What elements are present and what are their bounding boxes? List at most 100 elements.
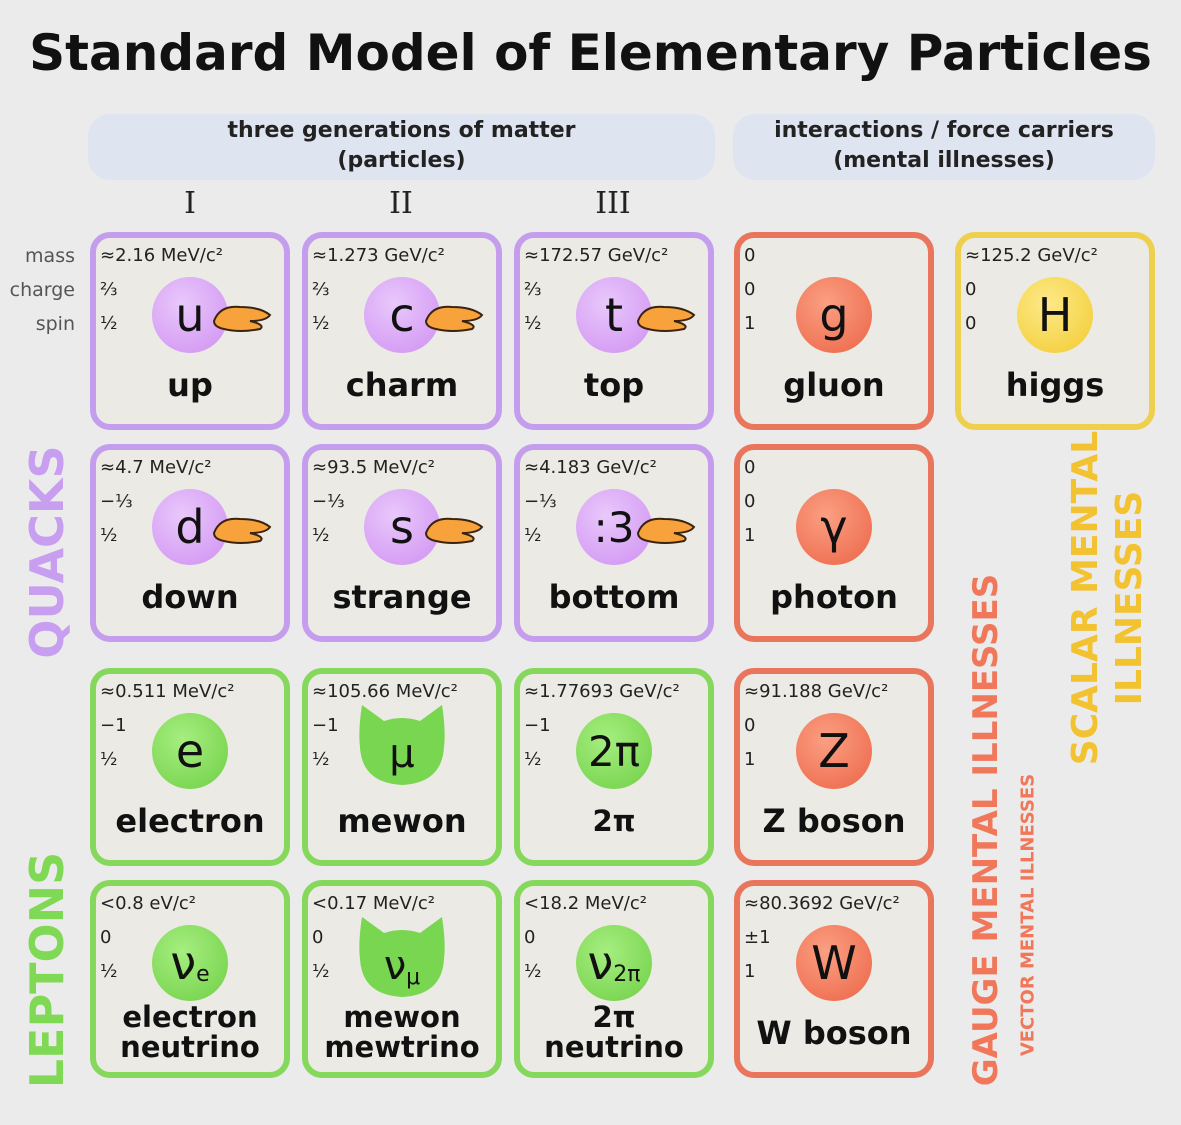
particle-symbol: μ bbox=[364, 716, 440, 792]
particle-mass: 0 bbox=[744, 245, 756, 266]
beak bbox=[424, 305, 484, 332]
cat-head bbox=[359, 705, 445, 785]
beak bbox=[424, 517, 484, 544]
particle-spin: ½ bbox=[100, 313, 118, 334]
header-pill: three generations of matter (particles) bbox=[88, 114, 715, 180]
particle-name: electron bbox=[122, 1000, 258, 1034]
symbol-text: ν bbox=[587, 936, 614, 990]
particle-mass: <0.8 eV/c² bbox=[100, 893, 196, 914]
header-pill: interactions / force carriers (mental il… bbox=[733, 114, 1155, 180]
particle-name: W boson bbox=[756, 1014, 912, 1052]
particle-name: Z boson bbox=[762, 802, 906, 840]
particle-charge: −1 bbox=[524, 715, 551, 736]
symbol-text: γ bbox=[820, 500, 848, 554]
particle-box bbox=[302, 232, 502, 430]
duck-beak bbox=[636, 305, 696, 332]
particle-mass: ≈105.66 MeV/c² bbox=[312, 681, 458, 702]
particle-spin: ½ bbox=[100, 749, 118, 770]
particle-spin: ½ bbox=[312, 525, 330, 546]
particle-name: up bbox=[167, 366, 213, 404]
symbol-text: ν bbox=[170, 936, 197, 990]
particle-box bbox=[90, 232, 290, 430]
particle-mass: ≈80.3692 GeV/c² bbox=[744, 893, 900, 914]
title: Standard Model of Elementary Particles bbox=[29, 24, 1152, 82]
particle-symbol: W bbox=[796, 925, 872, 1001]
generation: III bbox=[595, 186, 631, 221]
particle-symbol: t bbox=[576, 277, 652, 353]
particle-name: electron bbox=[115, 802, 265, 840]
symbol-text: 2π bbox=[587, 726, 640, 776]
symbol-sub: μ bbox=[406, 964, 421, 990]
particle-mass: ≈93.5 MeV/c² bbox=[312, 457, 435, 478]
group-label-line: SCALAR MENTAL bbox=[1065, 430, 1106, 766]
particle-symbol: g bbox=[796, 277, 872, 353]
duck-beak bbox=[212, 305, 272, 332]
particle-charge: 0 bbox=[100, 927, 112, 948]
group-label: LEPTONS bbox=[20, 851, 74, 1089]
particle-charge: −⅓ bbox=[100, 491, 133, 512]
particle-name: photon bbox=[770, 578, 898, 616]
particle-charge: 0 bbox=[744, 491, 756, 512]
group-label-line: ILLNESSES bbox=[1109, 490, 1150, 706]
particle-charge: 0 bbox=[744, 279, 756, 300]
particle-mass: 0 bbox=[744, 457, 756, 478]
particle-mass: ≈1.273 GeV/c² bbox=[312, 245, 445, 266]
symbol-text: u bbox=[175, 288, 205, 342]
particle-name: mewtrino bbox=[324, 1030, 480, 1064]
duck-beak bbox=[212, 517, 272, 544]
particle-name: neutrino bbox=[120, 1030, 260, 1064]
row-label: spin bbox=[35, 313, 75, 335]
particle-mass: ≈91.188 GeV/c² bbox=[744, 681, 889, 702]
particle-charge: −⅓ bbox=[312, 491, 345, 512]
particle-name: 2π bbox=[592, 804, 636, 838]
particle-symbol: c bbox=[364, 277, 440, 353]
particle-spin: ½ bbox=[524, 749, 542, 770]
particle-symbol: Z bbox=[796, 713, 872, 789]
symbol-text: s bbox=[390, 500, 414, 554]
header-line: interactions / force carriers bbox=[774, 118, 1114, 143]
header-line: (particles) bbox=[337, 148, 466, 173]
group-label: VECTOR MENTAL ILLNESSES bbox=[1017, 773, 1039, 1057]
particle-name: 2π bbox=[592, 1000, 636, 1034]
particle-mass: <0.17 MeV/c² bbox=[312, 893, 435, 914]
beak bbox=[212, 305, 272, 332]
particle-mass: ≈2.16 MeV/c² bbox=[100, 245, 223, 266]
symbol-text: g bbox=[819, 288, 849, 342]
particle-name: bottom bbox=[548, 578, 680, 616]
particle-spin: ½ bbox=[524, 961, 542, 982]
particle-name: mewon bbox=[337, 802, 467, 840]
beak bbox=[636, 305, 696, 332]
particle-charge: ⅔ bbox=[524, 279, 542, 300]
particle-mass: <18.2 MeV/c² bbox=[524, 893, 647, 914]
particle-charge: 0 bbox=[312, 927, 324, 948]
row-label: charge bbox=[9, 279, 75, 301]
particle-spin: ½ bbox=[524, 525, 542, 546]
particle-symbol: u bbox=[152, 277, 228, 353]
particle-spin: ½ bbox=[100, 961, 118, 982]
particle-box bbox=[734, 668, 934, 866]
particle-spin: 1 bbox=[744, 525, 756, 546]
particle-name: mewon bbox=[343, 1000, 461, 1034]
cat-shape bbox=[359, 917, 445, 997]
particle-symbol: :3 bbox=[576, 489, 652, 565]
particle-box bbox=[734, 880, 934, 1078]
group-label: QUACKS bbox=[20, 445, 74, 659]
symbol-text: W bbox=[811, 936, 857, 990]
beak bbox=[212, 517, 272, 544]
particle-mass: ≈125.2 GeV/c² bbox=[965, 245, 1098, 266]
symbol-text: Z bbox=[818, 724, 850, 778]
particle-symbol: d bbox=[152, 489, 228, 565]
generation: I bbox=[184, 186, 196, 221]
group-label: SCALAR MENTAL ILLNESSES bbox=[1064, 431, 1152, 765]
particle-symbol: s bbox=[364, 489, 440, 565]
particle-symbol: 2π bbox=[576, 713, 652, 789]
particle-name: gluon bbox=[783, 366, 885, 404]
symbol-text: d bbox=[175, 500, 205, 554]
particle-spin: ½ bbox=[524, 313, 542, 334]
duck-beak bbox=[424, 305, 484, 332]
particle-symbol: γ bbox=[796, 489, 872, 565]
particle-name: down bbox=[141, 578, 239, 616]
beak bbox=[636, 517, 696, 544]
